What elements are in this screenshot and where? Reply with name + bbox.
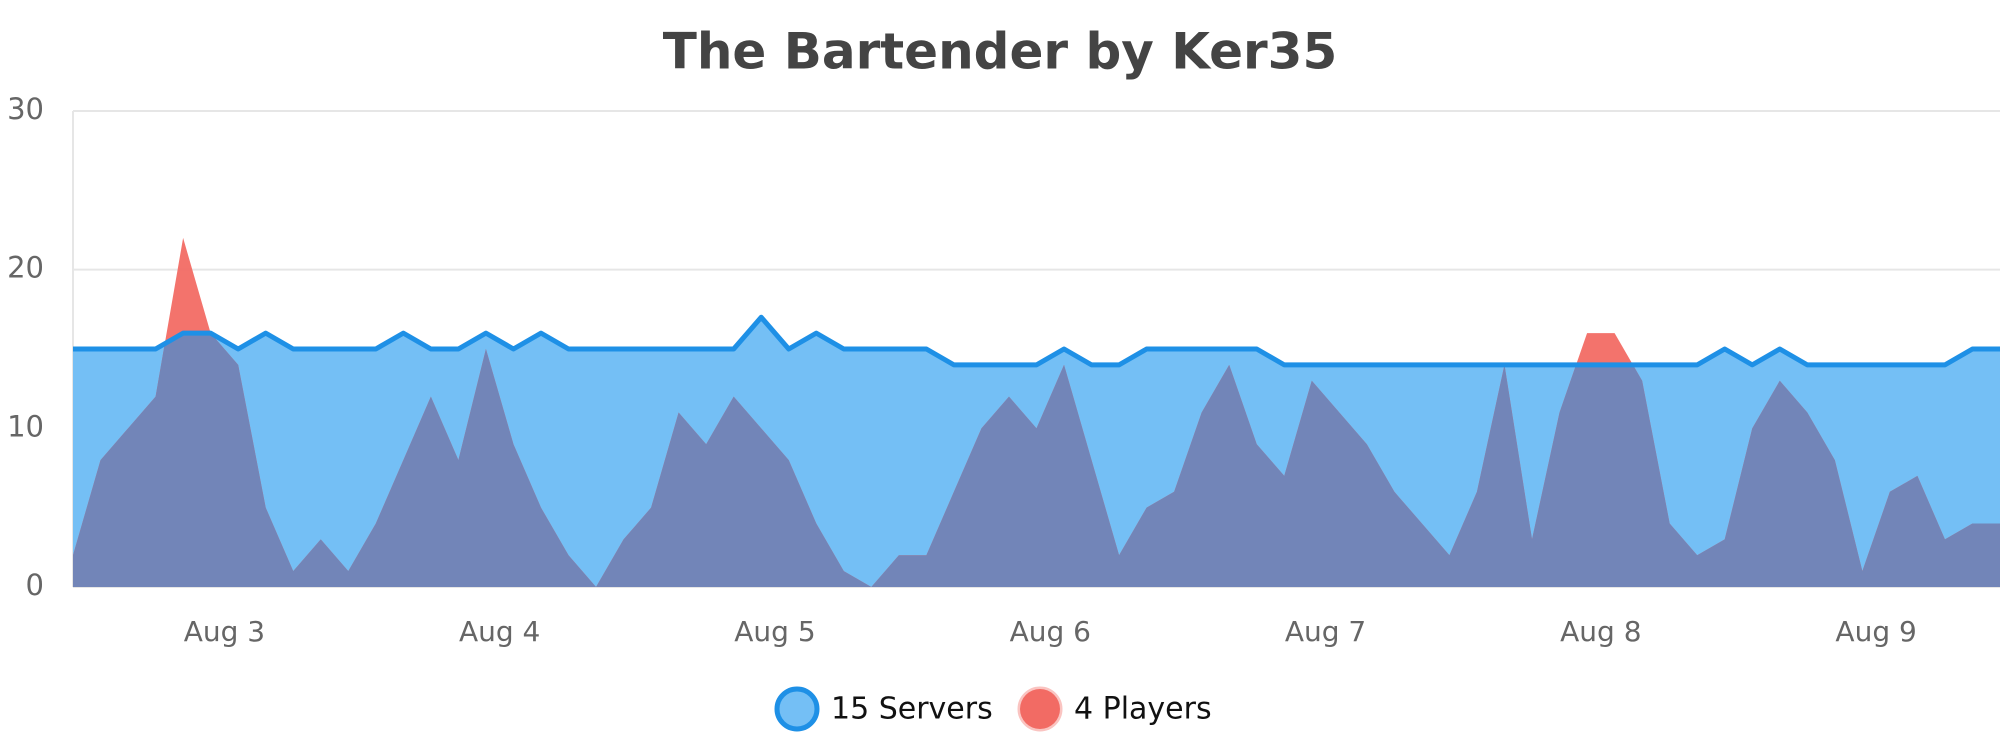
y-tick-label: 30 xyxy=(7,92,44,126)
x-tick-label: Aug 4 xyxy=(459,615,540,648)
x-tick-label: Aug 5 xyxy=(734,615,815,648)
x-tick-label: Aug 8 xyxy=(1560,615,1641,648)
x-tick-label: Aug 6 xyxy=(1010,615,1091,648)
x-tick-label: Aug 7 xyxy=(1285,615,1366,648)
line xyxy=(73,314,2000,368)
y-tick-label: 20 xyxy=(7,251,44,285)
y-tick-label: 0 xyxy=(26,568,44,602)
x-tick-label: Aug 3 xyxy=(184,615,265,648)
chart-title: The Bartender by Ker35 xyxy=(663,23,1338,81)
x-tick-label: Aug 9 xyxy=(1835,615,1916,648)
y-tick-label: 10 xyxy=(7,409,44,443)
legend-label: 15 Servers xyxy=(831,692,993,727)
overlap-area xyxy=(73,317,2000,587)
legend-marker xyxy=(774,686,820,732)
legend-marker xyxy=(1017,686,1063,732)
legend-label: 4 Players xyxy=(1074,692,1212,727)
